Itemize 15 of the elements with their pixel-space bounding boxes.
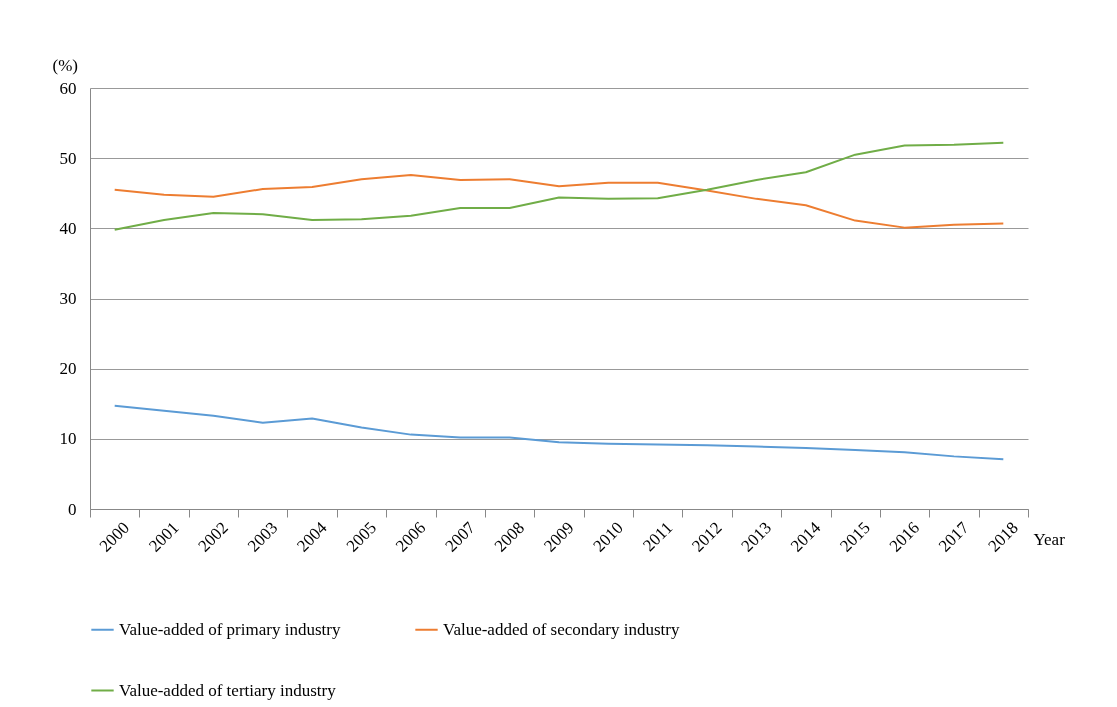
line-series	[113, 174, 1005, 229]
x-axis-title: Year	[1033, 529, 1066, 549]
y-tick-label: 10	[59, 429, 77, 449]
line-series	[113, 141, 1005, 231]
y-tick-label: 40	[59, 218, 77, 238]
y-tick-label: 0	[68, 499, 77, 519]
y-tick-label: 50	[59, 148, 77, 168]
y-tick-label: 30	[59, 289, 77, 308]
y-tick-label: 20	[59, 359, 77, 379]
y-tick-label: 60	[59, 78, 77, 98]
legend-label: Value-added of secondary industry	[443, 619, 681, 639]
legend-label: Value-added of primary industry	[119, 619, 341, 639]
line-series	[113, 404, 1005, 461]
legend-label: Value-added of tertiary industry	[119, 680, 337, 700]
y-axis-title: (%)	[52, 55, 78, 75]
